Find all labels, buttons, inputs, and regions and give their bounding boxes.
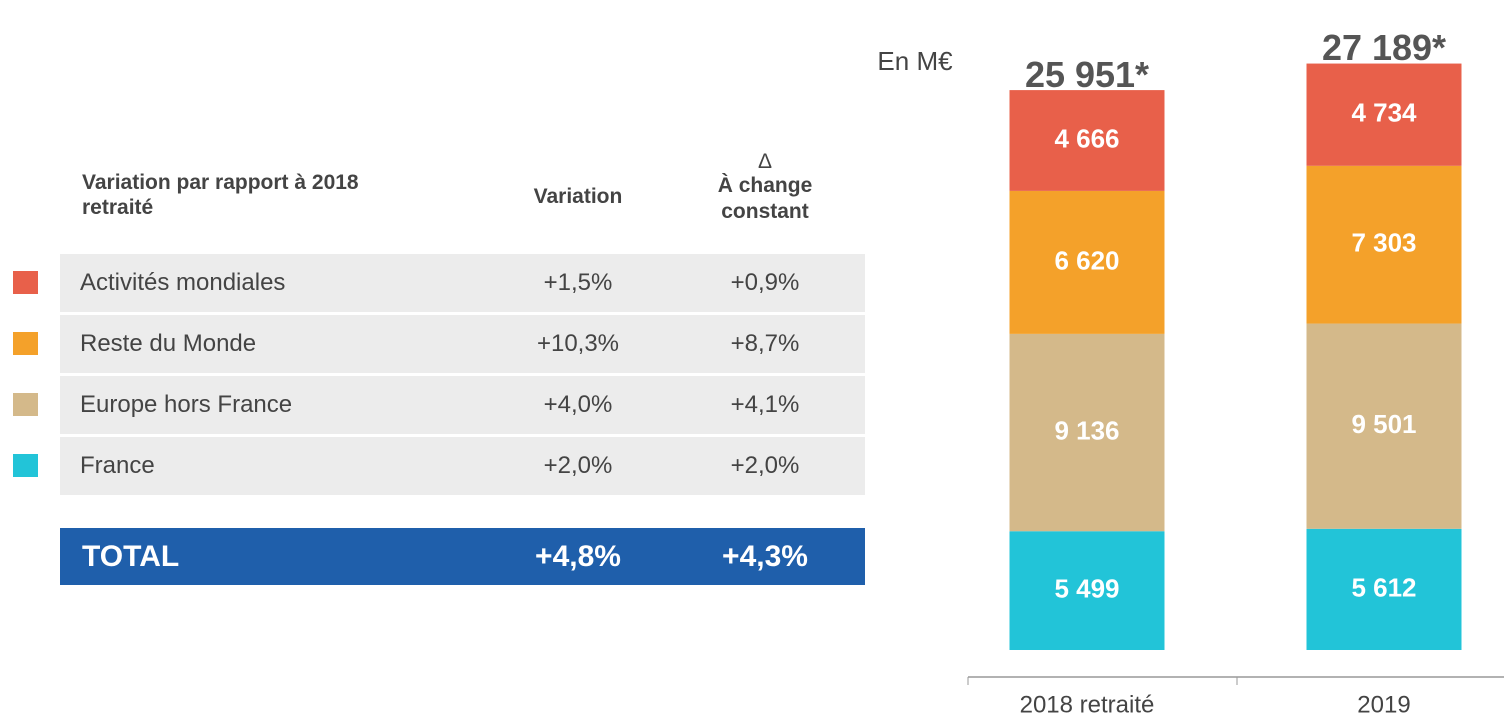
row-label: Activités mondiales [80,269,286,296]
total-label: 25 951* [1025,54,1149,95]
table-row: Activités mondiales +1,5% +0,9% [60,254,865,312]
unit-label: En M€ [877,46,953,76]
value-label: 9 136 [1054,415,1119,445]
total-label: 27 189* [1322,27,1446,68]
legend-swatch [13,271,38,294]
total-row: TOTAL +4,8% +4,3% [60,528,865,585]
bar-segment [1306,323,1462,529]
table-row: Europe hors France +4,0% +4,1% [60,376,865,434]
total-constant: +4,3% [722,540,808,573]
value-label: 5 499 [1054,573,1119,603]
header-label: Variation par rapport à 2018 retraité [82,171,359,219]
bar-segment [1009,90,1165,191]
legend-swatch [13,454,38,477]
x-tick-label: 2018 retraité [1020,691,1155,718]
bar-segment [1306,528,1462,650]
total-label: TOTAL [82,540,180,573]
header-constant: À change constant [717,174,813,223]
row-constant: +8,7% [730,330,800,357]
bar-segment [1306,63,1462,166]
x-tick-label: 2019 [1357,691,1410,718]
value-label: 9 501 [1351,409,1416,439]
row-label: Reste du Monde [80,330,257,357]
bar-segment [1009,333,1165,532]
header-variation: Variation [533,185,623,208]
row-variation: +10,3% [536,330,620,357]
total-variation: +4,8% [535,540,621,573]
row-constant: +2,0% [730,452,800,479]
legend-swatch [13,393,38,416]
row-variation: +4,0% [543,391,613,418]
bar-segment [1306,165,1462,324]
table-row: France +2,0% +2,0% [60,437,865,495]
legend-swatch [13,332,38,355]
bar-segment [1009,531,1165,650]
row-variation: +1,5% [543,269,613,296]
value-label: 4 666 [1054,123,1119,153]
table-row: Reste du Monde +10,3% +8,7% [60,315,865,373]
value-label: 4 734 [1351,98,1417,128]
row-constant: +0,9% [730,269,800,296]
value-label: 5 612 [1351,572,1416,602]
row-variation: +2,0% [543,452,613,479]
row-constant: +4,1% [730,391,800,418]
bar-segment [1009,190,1165,334]
header-delta: Δ [757,150,773,173]
row-label: France [80,452,155,479]
row-label: Europe hors France [80,391,293,418]
value-label: 7 303 [1351,228,1416,258]
value-label: 6 620 [1054,245,1119,275]
